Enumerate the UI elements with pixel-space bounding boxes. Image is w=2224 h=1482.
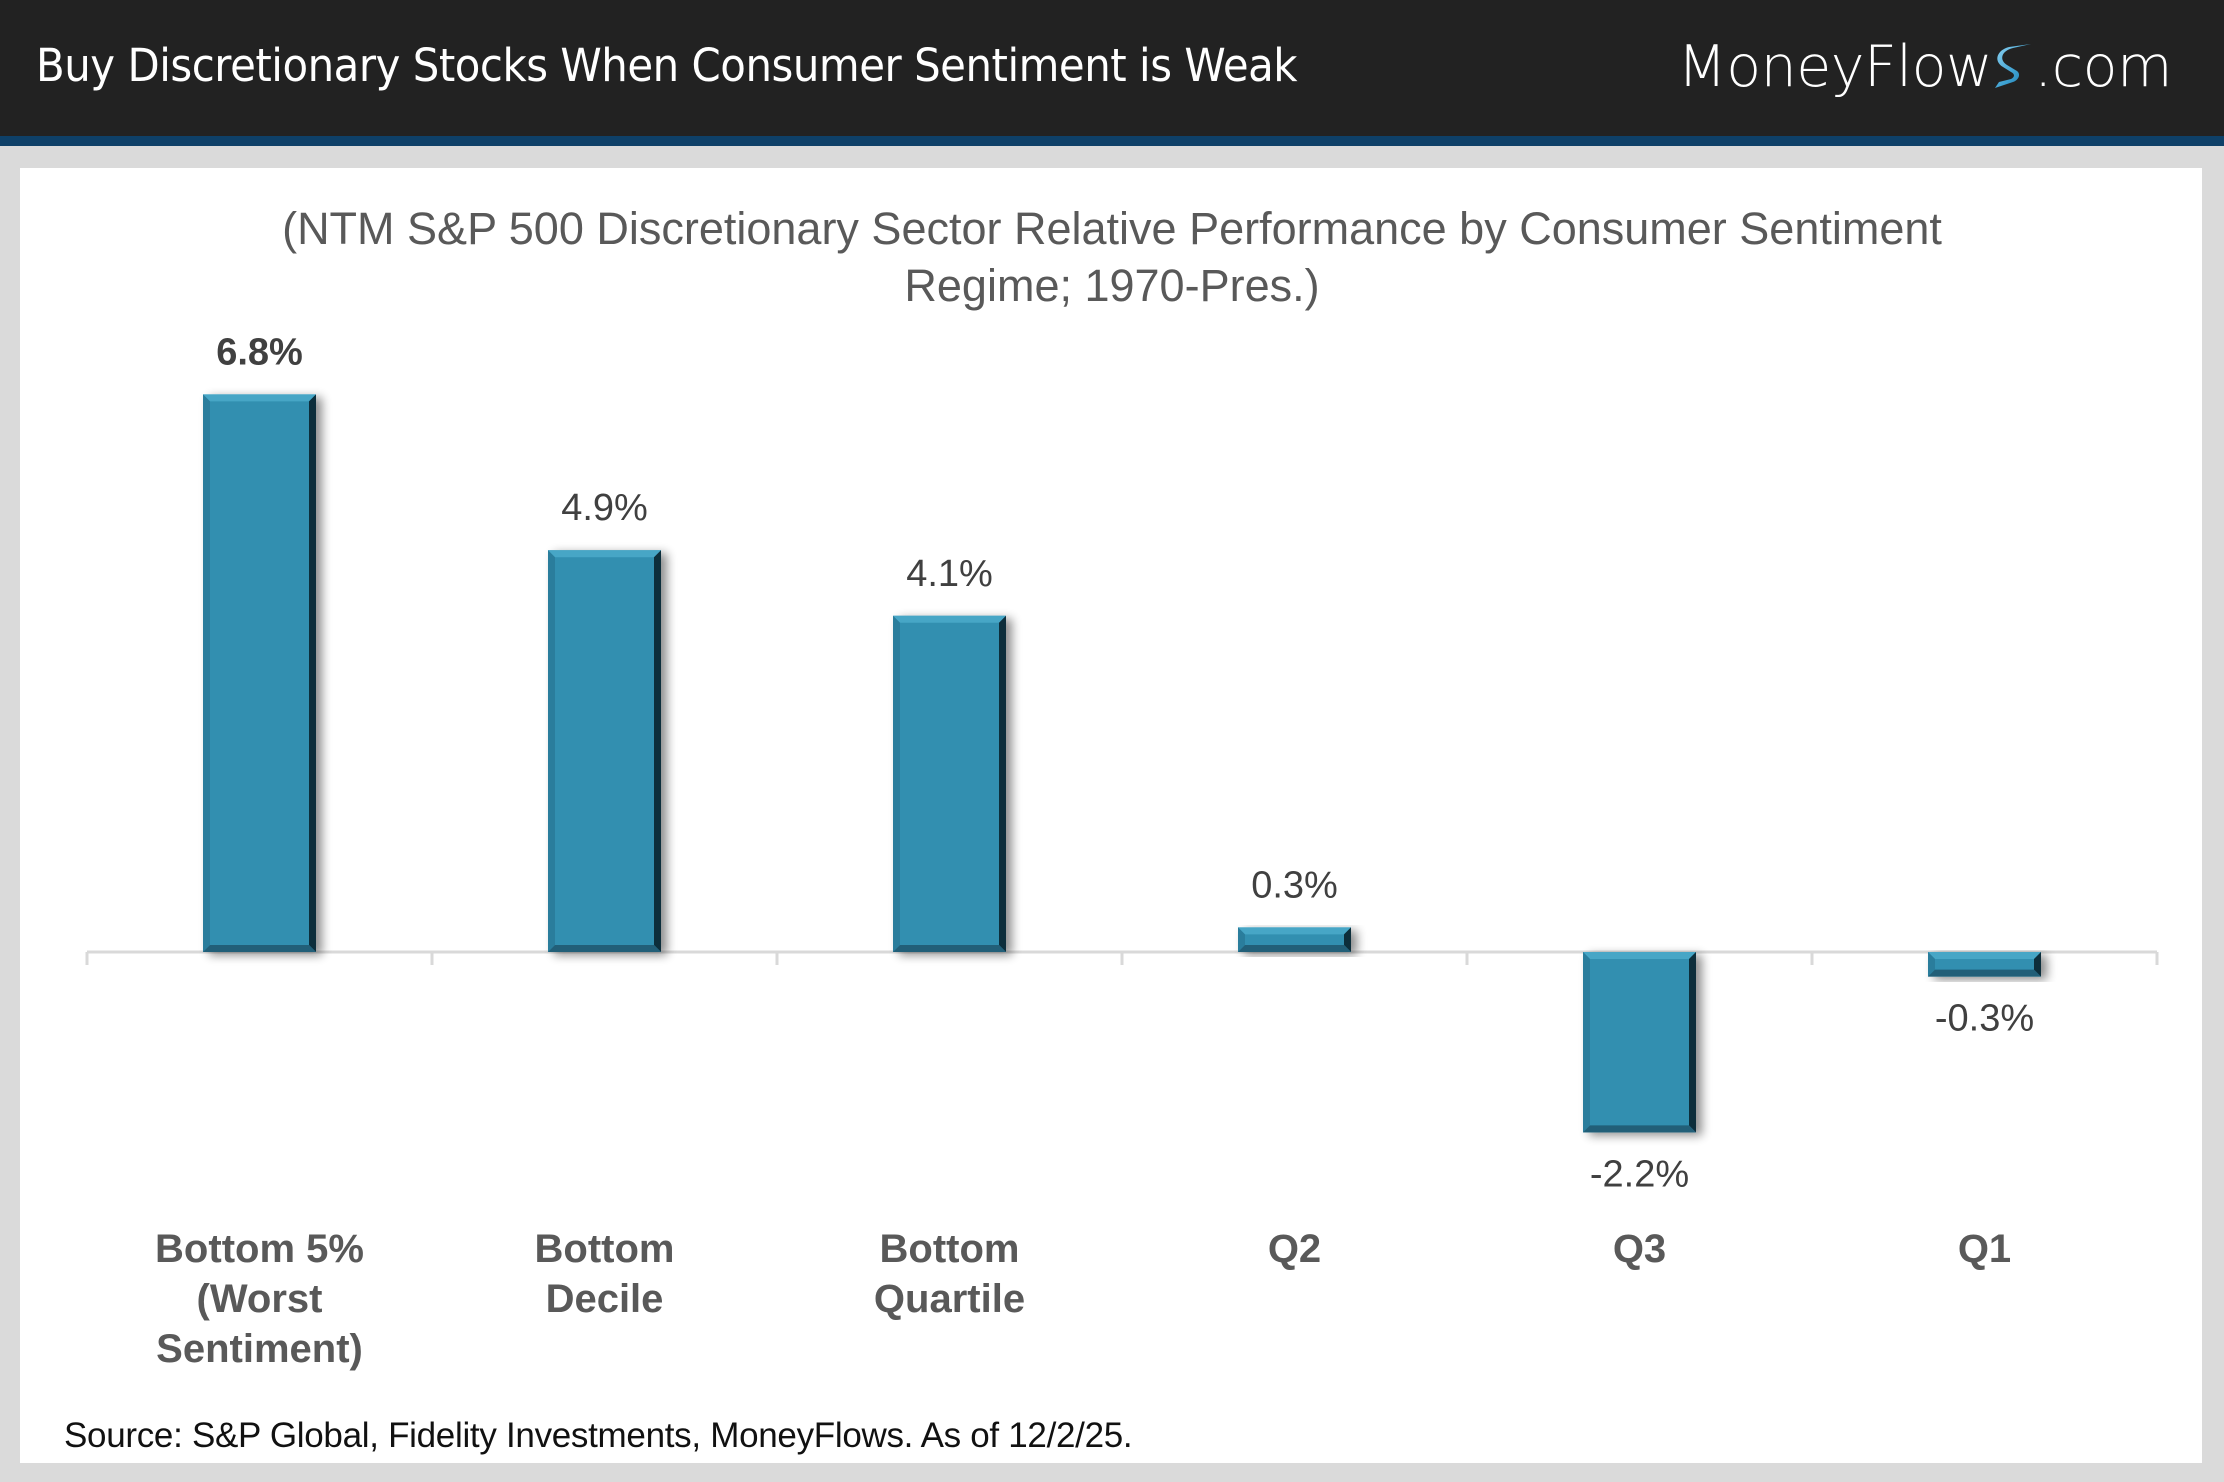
bar-bevel-bottom: [1928, 969, 2041, 977]
bar-1: [548, 550, 661, 952]
data-label: -2.2%: [1590, 1153, 1689, 1195]
source-footnote: Source: S&P Global, Fidelity Investments…: [64, 1416, 1133, 1455]
category-label: Decile: [546, 1277, 664, 1321]
bar-bevel-left: [1583, 952, 1590, 1133]
bar-bevel-bottom: [1583, 1125, 1696, 1133]
bar-bevel-top: [548, 550, 661, 558]
bar-2: [893, 615, 1006, 952]
bar-bevel-right: [654, 550, 661, 952]
bar-bevel-right: [309, 394, 316, 952]
data-label: 4.1%: [906, 553, 993, 595]
bar-bevel-top: [1238, 927, 1351, 935]
bar-0: [203, 394, 316, 952]
data-label: 6.8%: [216, 331, 303, 373]
bar-3: [1238, 927, 1351, 952]
chart-subtitle-line-2: Regime; 1970-Pres.): [904, 260, 1320, 311]
data-label: -0.3%: [1935, 998, 2034, 1040]
bar-5: [1928, 952, 2041, 977]
chart-subtitle: (NTM S&P 500 Discretionary Sector Relati…: [0, 200, 2224, 314]
category-label: Q3: [1613, 1227, 1666, 1271]
bar-fill: [893, 615, 1006, 952]
bar-bevel-bottom: [893, 945, 1006, 952]
data-label: 0.3%: [1251, 864, 1338, 906]
stylized-s-icon: [1993, 38, 2033, 88]
chart-panel: [20, 168, 2202, 1463]
bar-4: [1583, 952, 1696, 1133]
bar-bevel-right: [999, 615, 1006, 952]
header-bar: [0, 0, 2224, 136]
logo-text-suffix: .com: [2034, 34, 2172, 100]
data-label: 4.9%: [561, 487, 648, 529]
category-label: Quartile: [874, 1277, 1025, 1321]
category-label: Sentiment): [156, 1327, 363, 1371]
bar-bevel-bottom: [203, 945, 316, 952]
bar-bevel-right: [1689, 952, 1696, 1133]
bar-bevel-top: [203, 394, 316, 402]
chart-subtitle-line-1: (NTM S&P 500 Discretionary Sector Relati…: [282, 203, 1942, 254]
category-label: Bottom: [880, 1227, 1020, 1271]
moneyflows-logo: MoneyFlow .com: [1677, 32, 2173, 102]
bar-bevel-left: [203, 394, 210, 952]
category-label: (Worst: [197, 1277, 323, 1321]
category-label: Bottom: [535, 1227, 675, 1271]
bar-fill: [203, 394, 316, 952]
bar-bevel-top: [893, 615, 1006, 623]
category-label: Q2: [1268, 1227, 1321, 1271]
bar-bevel-right: [1344, 927, 1351, 952]
bar-bevel-left: [548, 550, 555, 952]
logo-text-prefix: MoneyFlow: [1677, 34, 1993, 100]
category-label: Bottom 5%: [155, 1227, 364, 1271]
bar-bevel-top: [1583, 952, 1696, 959]
bar-fill: [1583, 952, 1696, 1133]
category-label: Q1: [1958, 1227, 2011, 1271]
header-accent-stripe: [0, 136, 2224, 146]
bar-fill: [548, 550, 661, 952]
bar-bevel-left: [1928, 952, 1935, 977]
bar-bevel-top: [1928, 952, 2041, 959]
page-title: Buy Discretionary Stocks When Consumer S…: [36, 39, 1298, 92]
bar-bevel-bottom: [1238, 945, 1351, 952]
bar-bevel-bottom: [548, 945, 661, 952]
bar-bevel-left: [1238, 927, 1245, 952]
bar-bevel-left: [893, 615, 900, 952]
bar-bevel-right: [2034, 952, 2041, 977]
